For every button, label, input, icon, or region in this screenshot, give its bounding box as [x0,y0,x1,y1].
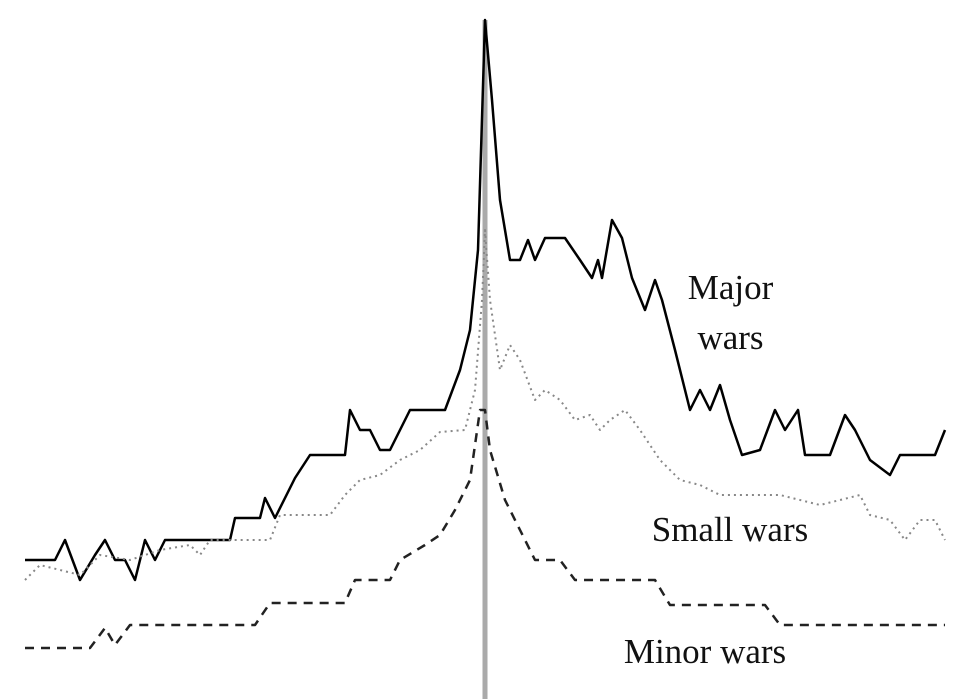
series-label: Minor wars [623,632,787,671]
series-line [25,18,947,582]
series-label: Small wars [651,510,809,549]
series-line [25,408,945,650]
series-label: Major wars [687,268,774,357]
